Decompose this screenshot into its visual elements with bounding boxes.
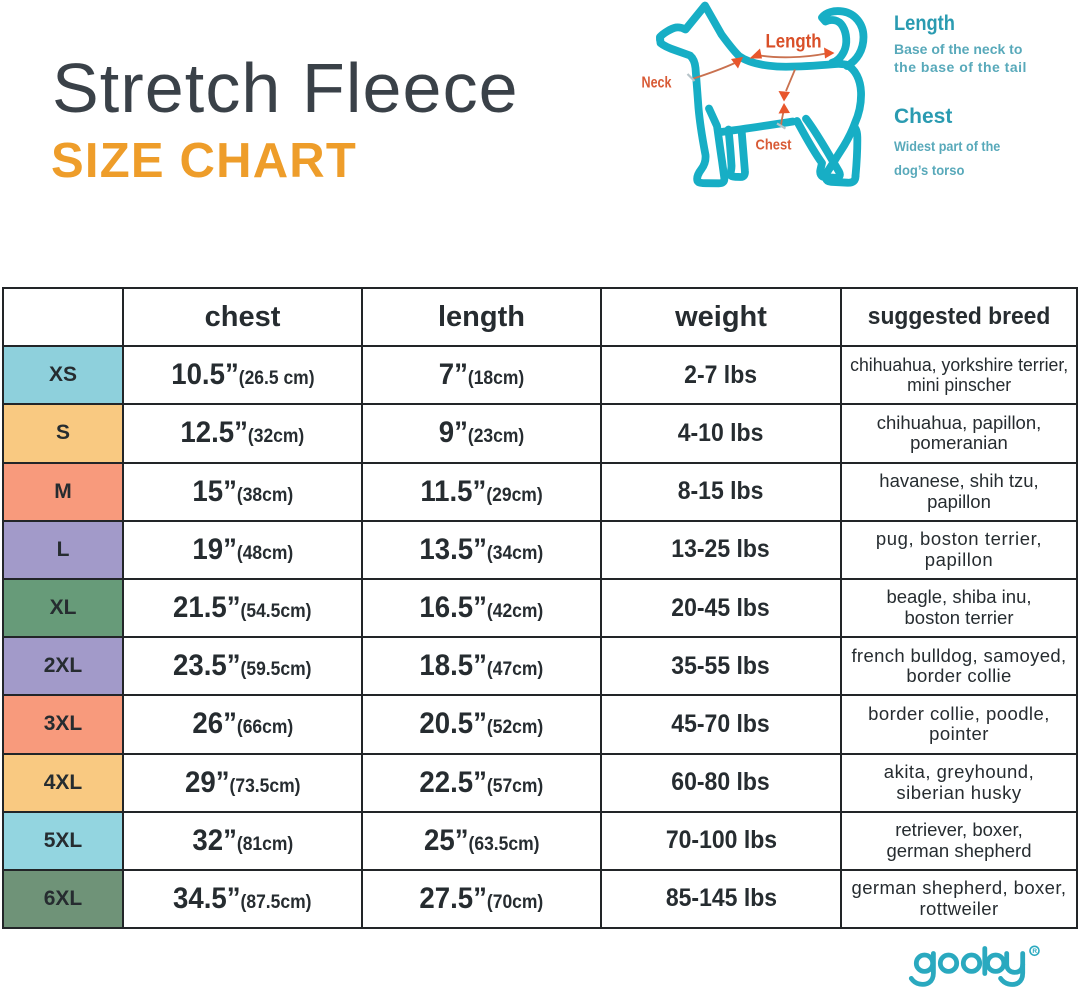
svg-text:R: R <box>1032 948 1037 955</box>
svg-text:Length: Length <box>766 32 822 53</box>
svg-text:Chest: Chest <box>756 137 792 154</box>
svg-text:Neck: Neck <box>642 75 672 92</box>
